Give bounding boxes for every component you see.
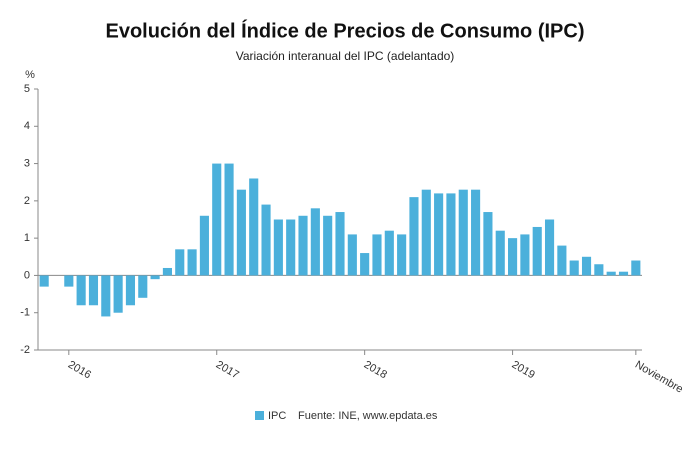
y-tick-label: -1 [20, 307, 30, 319]
bar [483, 212, 493, 276]
bar [458, 189, 468, 276]
bar [471, 189, 481, 276]
bar [212, 163, 222, 276]
bar [631, 260, 641, 276]
x-tick-label: 2017 [214, 359, 241, 382]
y-tick-label: 2 [24, 195, 30, 207]
bar [434, 193, 444, 276]
bar [310, 208, 320, 276]
bar [249, 178, 259, 276]
bar [594, 264, 604, 276]
bar [138, 275, 148, 298]
x-tick-label: 2018 [362, 359, 389, 382]
bar [520, 234, 530, 276]
bar [557, 245, 567, 276]
y-axis-label: % [25, 69, 35, 81]
bar [113, 275, 123, 313]
y-tick-label: 4 [24, 120, 30, 132]
y-tick-label: 0 [24, 269, 30, 281]
bar [384, 230, 394, 276]
bar [298, 215, 308, 276]
x-tick-label: 2019 [510, 359, 537, 382]
bar [273, 219, 283, 276]
bar [76, 275, 86, 306]
bar [409, 197, 419, 276]
bar [224, 163, 234, 276]
bar [125, 275, 136, 306]
bar [372, 234, 382, 276]
source: Fuente: INE, www.epdata.es [298, 410, 438, 422]
bar [606, 271, 616, 276]
bar [150, 275, 160, 280]
bar [64, 275, 74, 287]
bar [421, 189, 431, 276]
x-tick-label: Noviembre [633, 359, 685, 396]
bar [618, 271, 629, 276]
x-tick-label: 2016 [66, 359, 93, 382]
bar [236, 189, 246, 276]
bar [544, 219, 555, 276]
bar [532, 226, 542, 276]
bar [88, 275, 99, 306]
bar [446, 193, 456, 276]
bar [175, 249, 185, 276]
bar [360, 253, 370, 276]
y-tick-label: 5 [24, 83, 30, 95]
y-tick-label: 1 [24, 232, 30, 244]
bar [495, 230, 505, 276]
bar [199, 215, 209, 276]
legend-swatch [255, 411, 264, 420]
chart-title: Evolución del Índice de Precios de Consu… [106, 19, 585, 42]
bar [261, 204, 271, 276]
bar [397, 234, 407, 276]
bar [101, 275, 111, 317]
bar [581, 256, 592, 276]
bar [347, 234, 357, 276]
bar [187, 249, 197, 276]
bar [39, 275, 49, 287]
bar [286, 219, 296, 276]
legend-label: IPC [268, 410, 286, 422]
bar [508, 238, 518, 276]
y-tick-label: 3 [24, 157, 30, 169]
bar [323, 215, 333, 276]
bar [162, 267, 172, 276]
y-tick-label: -2 [20, 344, 30, 356]
chart-subtitle: Variación interanual del IPC (adelantado… [236, 49, 455, 63]
bar [569, 260, 579, 276]
bar [335, 212, 345, 276]
